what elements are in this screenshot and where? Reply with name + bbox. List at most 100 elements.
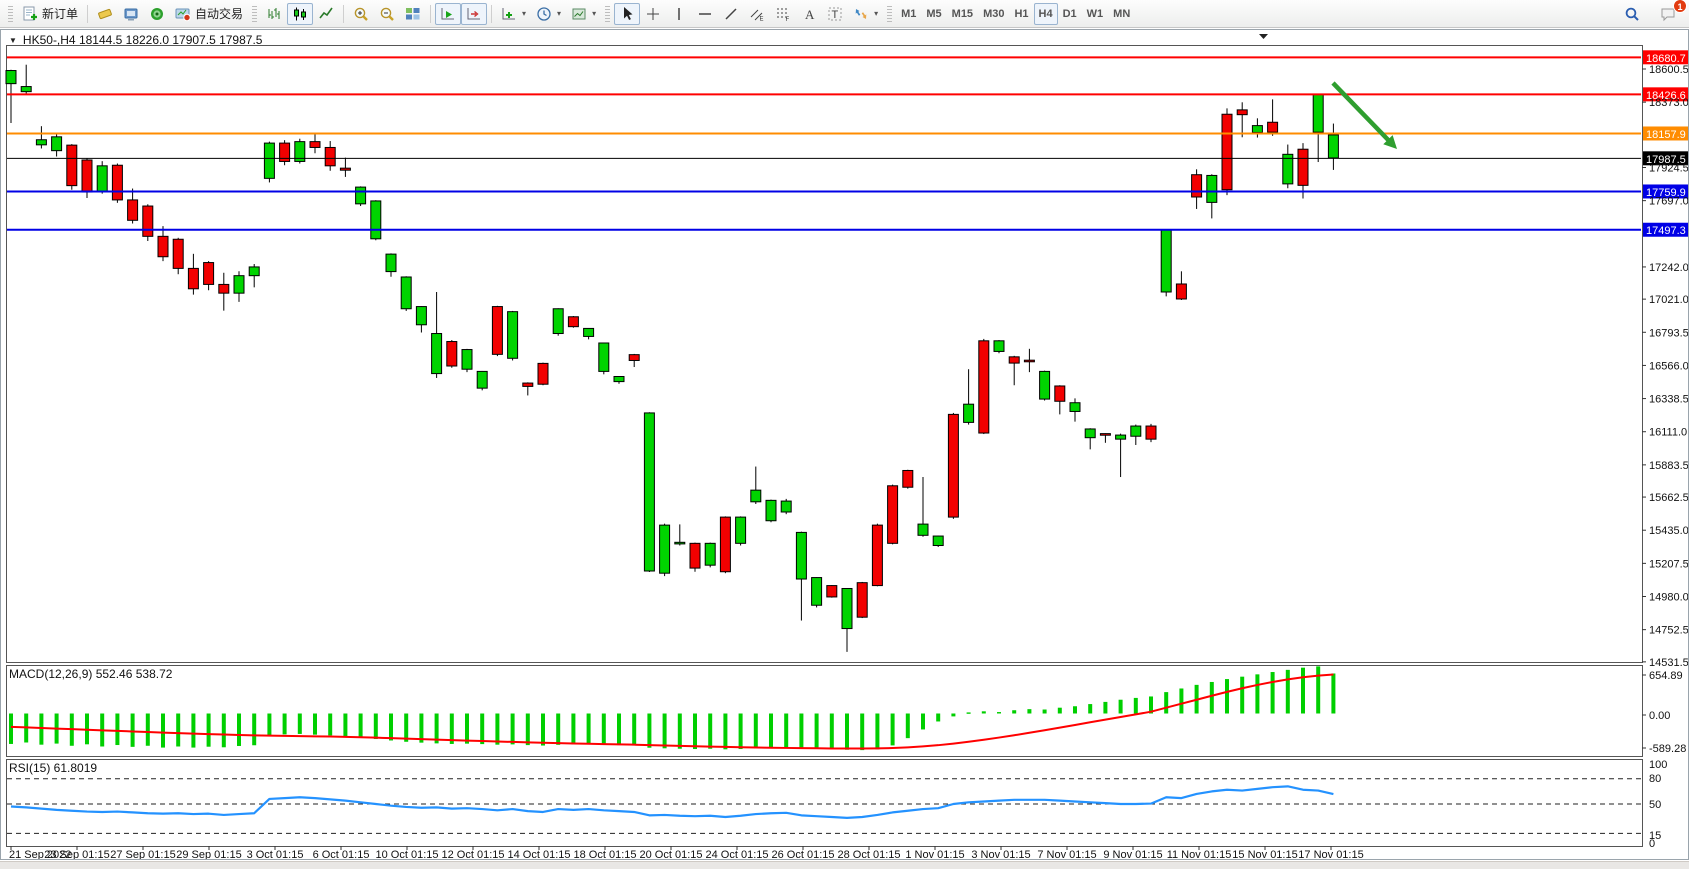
toolbar-group-timeframes: M1 M5 M15 M30 H1 H4 D1 W1 MN	[896, 0, 1135, 28]
candle-up	[735, 516, 747, 544]
macd-histogram-bar	[161, 713, 165, 748]
candle-down	[902, 469, 914, 488]
label-button[interactable]: T	[822, 3, 848, 25]
candle-down	[339, 167, 351, 171]
candle-down	[1221, 113, 1233, 191]
macd-histogram-bar	[510, 713, 515, 745]
bars-chart-button[interactable]	[261, 3, 287, 25]
cursor-button[interactable]	[614, 2, 641, 25]
indicators-dropdown-icon[interactable]: ▾	[522, 9, 527, 18]
trend-arrow[interactable]	[1331, 81, 1394, 145]
horizontal-line-button[interactable]	[692, 3, 718, 25]
pane-separator-1[interactable]	[1, 662, 1642, 665]
text-button[interactable]: A	[796, 3, 822, 25]
toolbar-separator	[343, 4, 345, 23]
macd-histogram-bar	[221, 713, 226, 748]
macd-histogram-bar	[282, 713, 287, 735]
pane-separator-2[interactable]	[1, 756, 1642, 759]
price-chart[interactable]: 18680.7 18426.6 18157.9 17987.5 17759.9 17497…	[1, 30, 1688, 859]
rsi-axis-label: 0	[1649, 838, 1655, 850]
macd-pane[interactable]	[6, 665, 1643, 757]
toolbar-grip	[8, 5, 13, 22]
candle-down	[203, 262, 215, 285]
line-chart-button[interactable]	[313, 3, 339, 25]
macd-histogram-bar	[191, 713, 196, 748]
toolbar-separator	[491, 4, 493, 23]
rsi-axis-label: 100	[1649, 759, 1667, 771]
candle-up	[613, 375, 625, 383]
indicators-button[interactable]: ▾	[496, 3, 531, 25]
y-axis-tick-label: 18373.0	[1649, 97, 1688, 109]
candle-up	[415, 306, 427, 326]
news-button[interactable]	[144, 3, 170, 25]
y-axis-tick-label: 14980.0	[1649, 592, 1688, 604]
candles	[5, 64, 1339, 652]
candle-down	[1297, 148, 1309, 186]
tf-mn-button[interactable]: MN	[1108, 3, 1135, 25]
rsi-indicator	[7, 778, 1641, 834]
autotrading-button[interactable]: 自动交易	[170, 3, 248, 25]
candle-down	[81, 159, 93, 193]
macd-axis-label: 654.89	[1649, 670, 1683, 682]
tf-h1-label: H1	[1014, 7, 1029, 20]
candle-down	[871, 524, 883, 587]
trend-arrow-head[interactable]	[1383, 135, 1397, 149]
macd-histogram-bar	[693, 713, 697, 750]
price-level-label	[1643, 151, 1688, 166]
rsi-pane[interactable]	[6, 759, 1643, 847]
equidistant-channel-button[interactable]: E	[744, 3, 770, 25]
zoom-out-button[interactable]	[374, 3, 400, 25]
auto-scroll-button[interactable]	[435, 2, 462, 25]
trendline-button[interactable]	[718, 3, 744, 25]
tf-h1-button[interactable]: H1	[1009, 3, 1033, 25]
main-toolbar: 新订单 自动交易 ▾ ▾ ▾ E F A T ▾ M1 M5 M15 M30 H1 H4 D1 W1 MN 1	[0, 0, 1689, 28]
market-watch-button[interactable]	[118, 3, 144, 25]
search-button[interactable]	[1619, 3, 1645, 25]
periods-dropdown-icon[interactable]: ▾	[557, 9, 562, 18]
candle-down	[887, 485, 899, 544]
price-level-label	[1643, 50, 1688, 65]
macd-histogram-bar	[495, 713, 500, 745]
y-axis-tick-label: 15435.0	[1649, 525, 1688, 537]
tf-m15-button[interactable]: M15	[947, 3, 978, 25]
candle-down	[157, 235, 169, 258]
bars-chart-icon	[268, 7, 280, 19]
toolbar-group-zoom	[348, 0, 426, 28]
candle-up	[659, 524, 671, 574]
tf-m15-label: M15	[951, 7, 974, 20]
macd-histogram-bar	[1088, 704, 1093, 714]
candle-down	[856, 582, 868, 618]
candles-chart-button[interactable]	[287, 2, 314, 25]
candle-down	[1008, 356, 1020, 364]
tf-h4-button[interactable]: H4	[1033, 2, 1058, 25]
candle-up	[750, 489, 762, 503]
periods-button[interactable]: ▾	[531, 3, 566, 25]
main-pane[interactable]	[6, 45, 1643, 663]
tf-w1-button[interactable]: W1	[1082, 3, 1109, 25]
shapes-icon	[855, 8, 867, 19]
tile-windows-button[interactable]	[400, 3, 426, 25]
chart-shift-marker[interactable]	[1259, 34, 1268, 39]
zoom-in-button[interactable]	[348, 3, 374, 25]
tf-m30-button[interactable]: M30	[978, 3, 1009, 25]
symbol-dropdown-icon[interactable]: ▼	[9, 35, 17, 45]
shapes-button[interactable]: ▾	[848, 3, 883, 25]
tf-d1-button[interactable]: D1	[1058, 3, 1082, 25]
candle-up	[20, 86, 32, 93]
vertical-line-button[interactable]	[666, 3, 692, 25]
candles-chart-icon	[294, 7, 307, 20]
ticket-button[interactable]	[92, 3, 118, 25]
tf-m5-button[interactable]: M5	[921, 3, 946, 25]
fibonacci-button[interactable]: F	[770, 3, 796, 25]
templates-dropdown-icon[interactable]: ▾	[592, 9, 597, 18]
tf-m1-label: M1	[901, 7, 917, 20]
chart-window[interactable]: ▼ HK50-,H4 18144.5 18226.0 17907.5 17987…	[0, 29, 1689, 860]
crosshair-button[interactable]	[640, 3, 666, 25]
new-order-button[interactable]: 新订单	[17, 3, 83, 25]
candle-down	[522, 382, 534, 387]
notifications-button[interactable]: 1	[1655, 0, 1687, 25]
shapes-dropdown-icon[interactable]: ▾	[874, 9, 879, 18]
templates-button[interactable]: ▾	[566, 3, 601, 25]
chart-shift-button[interactable]	[461, 2, 488, 25]
tf-m1-button[interactable]: M1	[896, 3, 921, 25]
